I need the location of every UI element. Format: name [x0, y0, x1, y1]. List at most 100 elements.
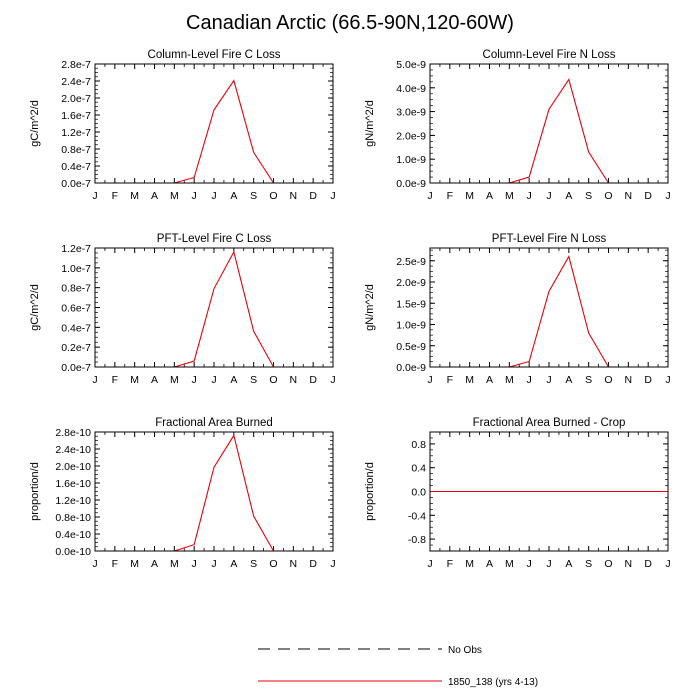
- plot-frame: [94, 247, 334, 368]
- y-tick-label: 2.0e-10: [55, 461, 91, 473]
- y-tick-label: 1.6e-10: [55, 478, 91, 490]
- x-tick-label: A: [151, 558, 158, 570]
- x-tick-label: J: [92, 374, 97, 386]
- x-tick-label: A: [230, 190, 237, 202]
- x-tick-label: A: [565, 190, 572, 202]
- panel-title: PFT-Level Fire N Loss: [492, 233, 607, 245]
- y-tick-label: 0.2e-7: [61, 342, 91, 354]
- y-axis-label: proportion/d: [29, 462, 41, 521]
- x-tick-label: N: [290, 190, 298, 202]
- x-tick-label: O: [269, 558, 277, 570]
- y-axis-label: gC/m^2/d: [29, 284, 41, 331]
- x-tick-label: J: [527, 558, 532, 570]
- x-tick-label: N: [290, 374, 298, 386]
- x-tick-label: S: [585, 190, 592, 202]
- x-tick-label: M: [465, 558, 474, 570]
- y-tick-label: 1.0e-9: [396, 154, 426, 166]
- y-tick-label: 2.0e-9: [396, 277, 426, 289]
- x-tick-label: S: [250, 374, 257, 386]
- y-tick-label: 2.8e-7: [61, 59, 91, 71]
- panel-title: Column-Level Fire N Loss: [483, 49, 616, 61]
- y-tick-label: 0.6e-7: [61, 303, 91, 315]
- plot-frame: [429, 63, 669, 184]
- figure-title: Canadian Arctic (66.5-90N,120-60W): [186, 12, 514, 34]
- x-tick-label: J: [192, 558, 197, 570]
- x-tick-label: F: [447, 190, 453, 202]
- y-tick-label: 1.5e-9: [396, 298, 426, 310]
- x-tick-label: J: [546, 190, 551, 202]
- x-tick-label: J: [665, 558, 670, 570]
- y-tick-label: 0.8e-7: [61, 144, 91, 156]
- x-tick-label: A: [151, 374, 158, 386]
- y-tick-label: -0.4: [408, 510, 426, 522]
- x-tick-label: D: [644, 374, 652, 386]
- x-tick-label: A: [230, 374, 237, 386]
- x-tick-label: J: [665, 374, 670, 386]
- x-tick-label: N: [625, 558, 633, 570]
- x-tick-label: J: [92, 558, 97, 570]
- y-tick-label: 2.5e-9: [396, 256, 426, 268]
- x-tick-label: M: [130, 374, 139, 386]
- y-axis-label: gN/m^2/d: [364, 100, 376, 147]
- x-tick-label: J: [330, 190, 335, 202]
- x-tick-label: D: [309, 190, 317, 202]
- x-tick-label: N: [290, 558, 298, 570]
- x-tick-label: J: [427, 558, 432, 570]
- y-tick-label: 0.0e-10: [55, 546, 91, 558]
- x-tick-label: D: [644, 190, 652, 202]
- y-tick-label: 1.0e-9: [396, 320, 426, 332]
- x-tick-label: J: [192, 190, 197, 202]
- x-tick-label: J: [192, 374, 197, 386]
- y-tick-label: 1.2e-7: [61, 243, 91, 255]
- x-tick-label: J: [427, 190, 432, 202]
- x-tick-label: M: [505, 558, 514, 570]
- x-tick-label: O: [269, 190, 277, 202]
- x-tick-label: A: [565, 374, 572, 386]
- legend-label: No Obs: [448, 645, 482, 656]
- x-tick-label: J: [546, 558, 551, 570]
- panel-title: Fractional Area Burned - Crop: [473, 417, 626, 429]
- y-axis-label: gN/m^2/d: [364, 284, 376, 331]
- x-tick-label: A: [151, 190, 158, 202]
- series-line: [95, 434, 333, 552]
- y-tick-label: 0.4: [411, 463, 426, 475]
- x-tick-label: S: [250, 190, 257, 202]
- x-tick-label: M: [170, 558, 179, 570]
- x-tick-label: M: [170, 374, 179, 386]
- plot-frame: [94, 431, 334, 552]
- y-tick-label: 5.0e-9: [396, 59, 426, 71]
- y-tick-label: 2.0e-9: [396, 130, 426, 142]
- y-tick-label: 0.4e-7: [61, 161, 91, 173]
- x-tick-label: O: [604, 190, 612, 202]
- x-tick-label: J: [211, 558, 216, 570]
- y-tick-label: 0.0e-7: [61, 178, 91, 190]
- y-tick-label: 1.0e-7: [61, 263, 91, 275]
- x-tick-label: O: [269, 374, 277, 386]
- y-tick-label: 0.0e-9: [396, 178, 426, 190]
- x-tick-label: N: [625, 190, 633, 202]
- x-tick-label: A: [486, 558, 493, 570]
- x-tick-label: J: [330, 374, 335, 386]
- x-tick-label: A: [565, 558, 572, 570]
- panel-6: Fractional Area Burned - Crop proportion/…: [364, 417, 671, 570]
- y-axis-label: proportion/d: [364, 462, 376, 521]
- y-tick-label: 1.2e-10: [55, 495, 91, 507]
- x-tick-label: J: [546, 374, 551, 386]
- x-tick-label: M: [505, 374, 514, 386]
- x-tick-label: N: [625, 374, 633, 386]
- legend: No Obs 1850_138 (yrs 4-13): [258, 645, 538, 688]
- panel-title: PFT-Level Fire C Loss: [157, 233, 272, 245]
- plot-frame: [429, 431, 669, 552]
- x-tick-label: J: [211, 190, 216, 202]
- x-tick-label: M: [465, 190, 474, 202]
- y-tick-label: 0.5e-9: [396, 341, 426, 353]
- y-tick-label: 0.0e-7: [61, 362, 91, 374]
- x-tick-label: O: [604, 374, 612, 386]
- y-tick-label: 1.2e-7: [61, 127, 91, 139]
- x-tick-label: S: [250, 558, 257, 570]
